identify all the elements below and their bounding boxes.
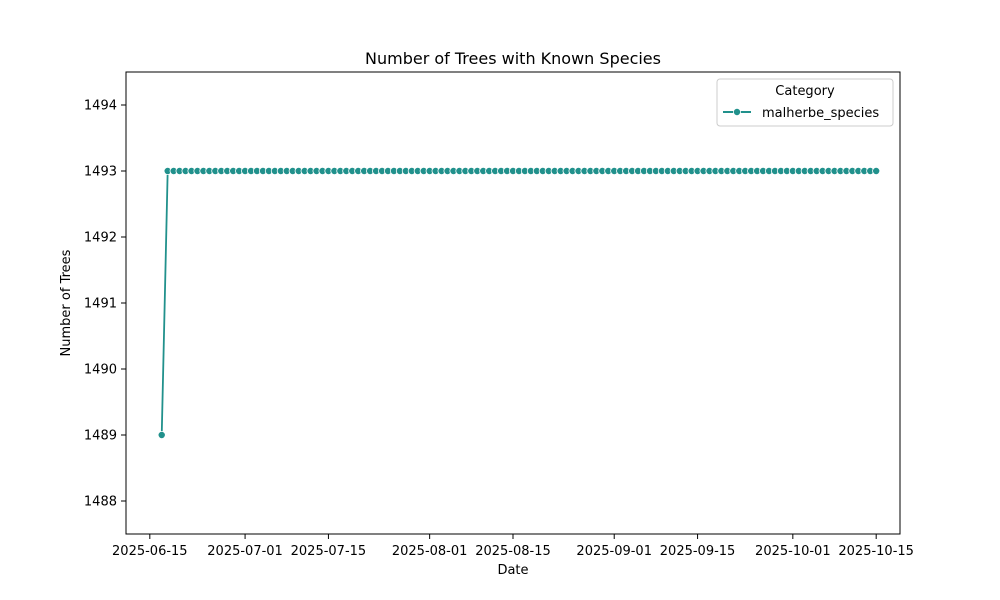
legend: Category malherbe_species (716, 78, 894, 127)
x-tick-label: 2025-09-01 (576, 544, 652, 559)
legend-box (716, 78, 894, 127)
y-tick-label: 1492 (84, 231, 117, 246)
data-point (157, 430, 166, 439)
y-tick-label: 1489 (84, 429, 117, 444)
x-axis-label: Date (497, 563, 528, 578)
x-tick-label: 2025-07-01 (207, 544, 283, 559)
data-point (872, 166, 881, 175)
x-tick-label: 2025-10-01 (755, 544, 831, 559)
y-tick-label: 1494 (84, 99, 117, 114)
x-tick-label: 2025-08-15 (475, 544, 551, 559)
y-tick-label: 1490 (84, 363, 117, 378)
x-tick-label: 2025-09-15 (660, 544, 736, 559)
x-tick-label: 2025-08-01 (392, 544, 468, 559)
legend-title: Category (775, 84, 835, 99)
series-layer (157, 166, 881, 439)
plot-frame (125, 71, 901, 535)
legend-item-label: malherbe_species (762, 106, 879, 121)
y-tick-label: 1493 (84, 165, 117, 180)
x-axis: 2025-06-15 2025-07-01 2025-07-15 2025-08-01… (112, 534, 914, 559)
x-tick-label: 2025-07-15 (291, 544, 367, 559)
x-tick-label: 2025-06-15 (112, 544, 188, 559)
legend-marker-swatch (733, 108, 742, 117)
y-axis-label: Number of Trees (59, 249, 74, 356)
y-tick-label: 1488 (84, 495, 117, 510)
y-axis: 1488 1489 1490 1491 1492 1493 1494 (84, 99, 126, 510)
y-tick-label: 1491 (84, 297, 117, 312)
x-tick-label: 2025-10-15 (838, 544, 914, 559)
chart-title: Number of Trees with Known Species (365, 49, 661, 68)
